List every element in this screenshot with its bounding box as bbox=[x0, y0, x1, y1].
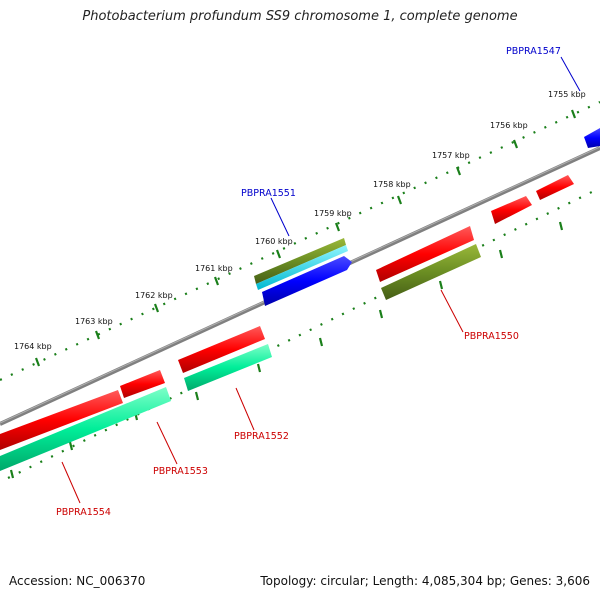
map-title: Photobacterium profundum SS9 chromosome … bbox=[82, 9, 518, 24]
gene-label-pbpra1551[interactable]: PBPRA1551 bbox=[241, 188, 296, 199]
gene-label-pbpra1550[interactable]: PBPRA1550 bbox=[464, 331, 519, 342]
scale-label-1762: 1762 kbp bbox=[135, 291, 173, 300]
scale-label-1756: 1756 kbp bbox=[490, 121, 528, 130]
gene-label-pbpra1554[interactable]: PBPRA1554 bbox=[56, 507, 111, 518]
scale-label-1757: 1757 kbp bbox=[432, 151, 470, 160]
gene-red-rev-4[interactable] bbox=[178, 326, 265, 373]
gene-label-pbpra1553[interactable]: PBPRA1553 bbox=[153, 466, 208, 477]
gene-red-rev-1[interactable] bbox=[536, 175, 574, 200]
scale-label-1761: 1761 kbp bbox=[195, 264, 233, 273]
gene-red-rev-2[interactable] bbox=[491, 196, 532, 224]
label-leader-lines bbox=[61, 56, 581, 504]
inner-major-ticks bbox=[9, 221, 564, 479]
scale-label-1758: 1758 kbp bbox=[373, 180, 411, 189]
scale-labels: 1755 kbp 1756 kbp 1757 kbp 1758 kbp 1759… bbox=[14, 90, 586, 351]
scale-label-1755: 1755 kbp bbox=[548, 90, 586, 99]
scale-label-1759: 1759 kbp bbox=[314, 209, 352, 218]
gene-pbpra1550[interactable] bbox=[381, 244, 481, 300]
gene-pbpra1547-arrow[interactable] bbox=[584, 128, 600, 148]
accession-label: Accession: NC_006370 bbox=[9, 574, 146, 588]
gene-label-pbpra1547[interactable]: PBPRA1547 bbox=[506, 46, 561, 57]
gene-label-pbpra1552[interactable]: PBPRA1552 bbox=[234, 431, 289, 442]
gene-red-rev-3[interactable] bbox=[376, 226, 474, 282]
gene-pbpra1553[interactable] bbox=[0, 387, 171, 471]
gene-labels: PBPRA1547 PBPRA1551 PBPRA1550 PBPRA1552 … bbox=[56, 46, 561, 518]
scale-label-1764: 1764 kbp bbox=[14, 342, 52, 351]
gene-pbpra1552[interactable] bbox=[184, 344, 272, 391]
gene-red-rev-5[interactable] bbox=[120, 370, 165, 398]
scale-label-1760: 1760 kbp bbox=[255, 237, 293, 246]
gene-blue-forward[interactable] bbox=[262, 256, 352, 306]
gene-red-rev-6[interactable] bbox=[0, 390, 123, 450]
outer-major-ticks bbox=[34, 109, 577, 367]
inner-scale-dots bbox=[7, 187, 600, 479]
topology-label: Topology: circular; Length: 4,085,304 bp… bbox=[260, 574, 590, 588]
gene-pbpra1551-cyan[interactable] bbox=[256, 245, 348, 290]
gene-pbpra1551-olive[interactable] bbox=[254, 238, 346, 284]
scale-label-1763: 1763 kbp bbox=[75, 317, 113, 326]
